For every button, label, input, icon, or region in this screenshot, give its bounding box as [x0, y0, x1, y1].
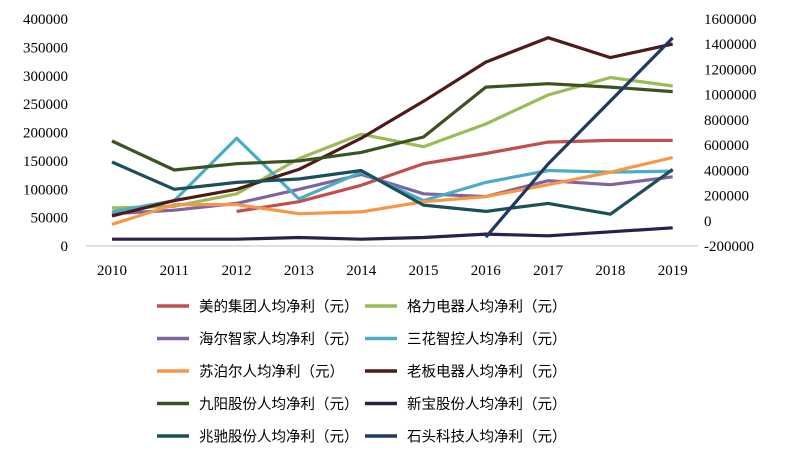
legend-item: 苏泊尔人均净利（元） — [157, 364, 344, 381]
y-right-tick-label: 1200000 — [704, 62, 757, 78]
y-right-tick-label: 600000 — [704, 138, 749, 154]
y-right-tick-label: -200000 — [704, 239, 754, 255]
y-right-tick-label: 1600000 — [704, 12, 757, 28]
legend-item: 石头科技人均净利（元） — [365, 429, 567, 446]
y-right-tick-label: 400000 — [704, 163, 749, 179]
y-left-tick-label: 350000 — [23, 40, 68, 56]
y-right-tick-label: 0 — [704, 214, 712, 230]
y-right-tick-label: 1000000 — [704, 88, 757, 104]
x-tick-label: 2012 — [222, 263, 252, 279]
series-line-6 — [111, 82, 673, 172]
x-tick-label: 2011 — [160, 263, 189, 279]
series-line-5 — [111, 36, 674, 218]
legend-label: 石头科技人均净利（元） — [407, 429, 567, 446]
y-right-tick-label: 200000 — [704, 189, 749, 205]
y-left-tick-label: 0 — [61, 239, 69, 255]
legend-item: 老板电器人均净利（元） — [365, 363, 567, 381]
legend-label: 三花智控人均净利（元） — [407, 331, 567, 348]
x-tick-label: 2015 — [409, 263, 439, 279]
x-tick-label: 2010 — [97, 263, 127, 279]
legend-label: 新宝股份人均净利（元） — [407, 396, 567, 413]
x-tick-label: 2014 — [346, 263, 377, 279]
series-line-7 — [112, 226, 673, 241]
legend-label: 老板电器人均净利（元） — [407, 363, 567, 381]
y-left-tick-label: 50000 — [31, 211, 69, 227]
y-right-tick-label: 1400000 — [704, 37, 757, 53]
y-left-tick-label: 150000 — [23, 154, 68, 170]
x-tick-label: 2019 — [658, 263, 688, 279]
x-tick-label: 2018 — [595, 263, 625, 279]
legend-label: 九阳股份人均净利（元） — [199, 396, 359, 413]
legend-label: 苏泊尔人均净利（元） — [199, 364, 344, 381]
series-line-2 — [111, 172, 673, 216]
y-left-tick-label: 250000 — [23, 97, 68, 113]
legend-item: 三花智控人均净利（元） — [365, 331, 567, 348]
series-line-0 — [236, 138, 673, 213]
x-tick-label: 2013 — [284, 263, 314, 279]
legend-label: 海尔智家人均净利（元） — [199, 331, 359, 348]
legend-item: 美的集团人均净利（元） — [157, 299, 359, 316]
chart-axes: 0 50000 100000 150000 200000 250000 300000 3500… — [23, 12, 757, 279]
series-layer — [111, 36, 674, 241]
series-line-4 — [111, 155, 674, 226]
legend-item: 九阳股份人均净利（元） — [157, 396, 359, 413]
y-left-tick-label: 400000 — [23, 12, 68, 28]
legend-label: 兆驰股份人均净利（元） — [199, 429, 359, 446]
y-right-tick-label: 800000 — [704, 113, 749, 129]
series-line-9 — [484, 36, 674, 239]
series-line-8 — [111, 160, 674, 216]
legend-item: 海尔智家人均净利（元） — [157, 331, 359, 348]
x-tick-label: 2016 — [471, 263, 502, 279]
legend-item: 兆驰股份人均净利（元） — [157, 429, 359, 446]
legend-item: 新宝股份人均净利（元） — [365, 396, 567, 413]
y-left-tick-label: 200000 — [23, 126, 68, 142]
legend-label: 美的集团人均净利（元） — [199, 299, 359, 316]
y-left-tick-label: 300000 — [23, 69, 68, 85]
legend: 美的集团人均净利（元） 格力电器人均净利（元） 海尔智家人均净利（元） 三花智控人均净… — [157, 299, 567, 446]
legend-label: 格力电器人均净利（元） — [407, 299, 567, 316]
y-left-tick-label: 100000 — [23, 182, 68, 198]
x-tick-label: 2017 — [533, 263, 564, 279]
legend-item: 格力电器人均净利（元） — [365, 299, 567, 316]
